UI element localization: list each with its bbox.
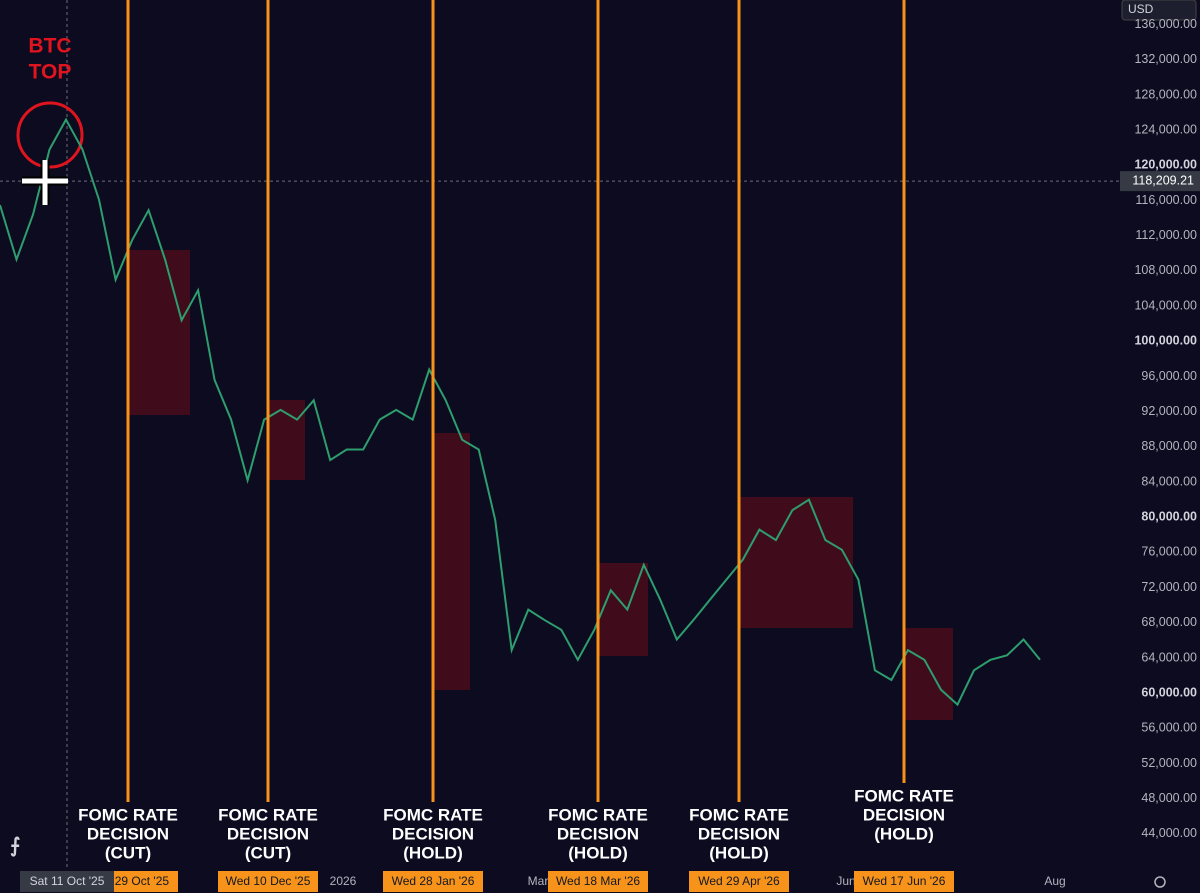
y-tick-label: 96,000.00 (1141, 369, 1197, 383)
event-date-box (854, 871, 954, 892)
event-label: FOMC RATE (689, 805, 789, 824)
time-label: Mar (528, 874, 549, 888)
event-label: DECISION (863, 805, 945, 824)
annotation: TOP (29, 61, 72, 84)
event-date: Wed 10 Dec '25 (226, 874, 311, 888)
y-tick-label: 128,000.00 (1134, 87, 1197, 101)
price-label-box (1120, 171, 1200, 192)
crosshair-date: Sat 11 Oct '25 (30, 874, 105, 888)
y-tick-label: 80,000.00 (1141, 510, 1197, 524)
y-tick-label: 88,000.00 (1141, 439, 1197, 453)
crosshair (22, 160, 68, 205)
zone (739, 497, 853, 628)
annotation: BTC (28, 35, 71, 58)
event-date: Wed 17 Jun '26 (863, 874, 946, 888)
event-label: (CUT) (105, 843, 151, 862)
event-label: FOMC RATE (218, 805, 318, 824)
event-label: FOMC RATE (854, 786, 954, 805)
y-tick-label: 120,000.00 (1134, 158, 1197, 172)
event-date-box (218, 871, 318, 892)
event-date: Wed 29 Apr '26 (698, 874, 780, 888)
event-label: (HOLD) (709, 843, 768, 862)
time-label: Aug (1044, 874, 1065, 888)
zone (433, 433, 470, 690)
event-label: DECISION (87, 824, 169, 843)
event-label: DECISION (392, 824, 474, 843)
y-tick-label: 52,000.00 (1141, 756, 1197, 770)
event-date-box (383, 871, 483, 892)
event-date: Wed 28 Jan '26 (392, 874, 475, 888)
y-tick-label: 64,000.00 (1141, 650, 1197, 664)
y-tick-label: 124,000.00 (1134, 122, 1197, 136)
event-label: DECISION (557, 824, 639, 843)
event-label: (HOLD) (403, 843, 462, 862)
event-label: DECISION (227, 824, 309, 843)
top-circle (16, 101, 84, 169)
event-date: Wed 18 Mar '26 (556, 874, 640, 888)
y-tick-label: 76,000.00 (1141, 545, 1197, 559)
price-line (0, 117, 1041, 707)
zone (598, 563, 648, 656)
y-tick-label: 60,000.00 (1141, 685, 1197, 699)
y-tick-label: 116,000.00 (1135, 193, 1197, 207)
event-label: (CUT) (245, 843, 291, 862)
y-tick-label: 56,000.00 (1141, 721, 1197, 735)
zone (268, 400, 305, 480)
y-tick-label: 48,000.00 (1141, 791, 1197, 805)
event-label: FOMC RATE (548, 805, 648, 824)
event-label: FOMC RATE (78, 805, 178, 824)
y-tick-label: 44,000.00 (1141, 826, 1197, 840)
y-tick-label: 68,000.00 (1141, 615, 1197, 629)
time-label: Jun (836, 874, 855, 888)
currency-box[interactable] (1121, 0, 1197, 21)
y-tick-label: 72,000.00 (1141, 580, 1197, 594)
currency[interactable]: USD (1128, 2, 1154, 16)
event-date-box (689, 871, 789, 892)
y-tick-label: 108,000.00 (1134, 263, 1197, 277)
event-label: FOMC RATE (383, 805, 483, 824)
zone (128, 250, 190, 415)
y-tick-label: 132,000.00 (1134, 52, 1197, 66)
logo: ⨍ (10, 835, 20, 857)
y-tick-label: 104,000.00 (1134, 298, 1197, 312)
event-label: (HOLD) (568, 843, 627, 862)
zone (904, 628, 953, 720)
time-label: 2026 (330, 874, 357, 888)
event-date-box (548, 871, 648, 892)
price-label: 118,209.21 (1132, 173, 1194, 187)
event-label: (HOLD) (874, 824, 933, 843)
y-tick-label: 100,000.00 (1134, 334, 1197, 348)
y-tick-label: 136,000.00 (1134, 17, 1197, 31)
crosshair-date-box (20, 871, 114, 892)
settings[interactable] (1154, 876, 1166, 888)
y-tick-label: 92,000.00 (1141, 404, 1197, 418)
event-label: DECISION (698, 824, 780, 843)
y-tick-label: 84,000.00 (1141, 474, 1197, 488)
y-tick-label: 112,000.00 (1135, 228, 1197, 242)
